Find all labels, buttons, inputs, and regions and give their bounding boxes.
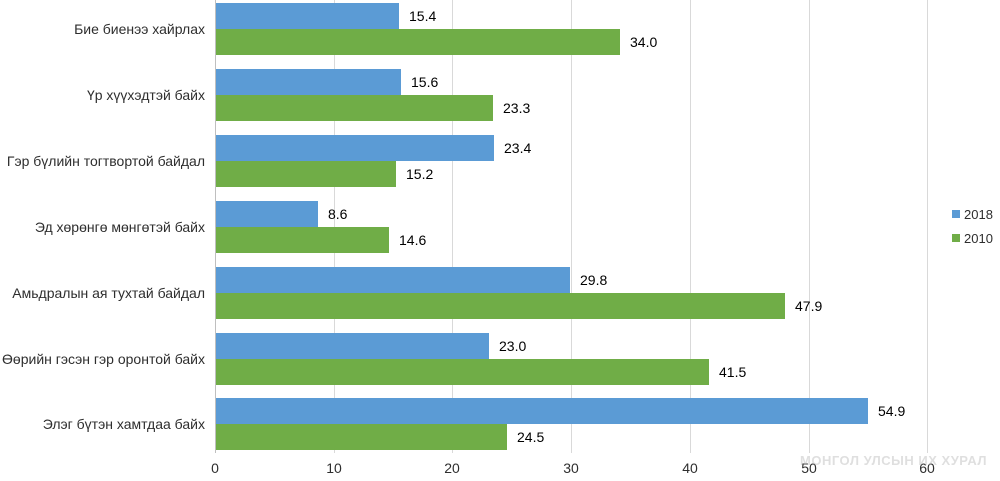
gridline [334, 0, 335, 453]
category-label: Эд хөрөнгө мөнгөтэй байх [34, 219, 205, 235]
x-tick-label: 40 [682, 460, 698, 476]
value-label: 23.4 [504, 140, 532, 156]
x-tick-label: 20 [444, 460, 460, 476]
bar-2018 [216, 3, 399, 29]
bar-2010 [216, 424, 507, 450]
gridline [571, 0, 572, 453]
value-label: 24.5 [517, 429, 545, 445]
bar-2010 [216, 227, 389, 253]
bar-2010 [216, 161, 396, 187]
legend-swatch-icon [952, 234, 960, 242]
bar-2018 [216, 398, 868, 424]
category-label: Гэр бүлийн тогтвортой байдал [6, 153, 205, 169]
x-tick-label: 60 [919, 460, 935, 476]
bar-2010 [216, 293, 785, 319]
watermark: МОНГОЛ УЛСЫН ИХ ХУРАЛ [800, 453, 987, 468]
legend-swatch-icon [952, 210, 960, 218]
bar-2010 [216, 95, 493, 121]
bar-2018 [216, 135, 494, 161]
value-label: 34.0 [630, 34, 658, 50]
value-label: 14.6 [399, 232, 427, 248]
legend-item-2010: 2010 [952, 230, 993, 246]
bar-2018 [216, 267, 570, 293]
legend-item-2018: 2018 [952, 206, 993, 222]
legend-label: 2010 [964, 230, 993, 246]
category-label: Амьдралын ая тухтай байдал [12, 285, 205, 301]
value-label: 23.0 [499, 338, 527, 354]
value-label: 8.6 [328, 206, 348, 222]
category-label: Өөрийн гэсэн гэр оронтой байх [2, 351, 205, 367]
value-label: 29.8 [580, 272, 608, 288]
value-label: 15.4 [409, 8, 437, 24]
x-tick-label: 50 [801, 460, 817, 476]
x-tick-label: 30 [563, 460, 579, 476]
bar-2010 [216, 359, 709, 385]
bar-2010 [216, 29, 620, 55]
value-label: 15.2 [406, 166, 434, 182]
value-label: 15.6 [411, 74, 439, 90]
value-label: 47.9 [795, 298, 823, 314]
value-label: 54.9 [878, 403, 906, 419]
x-tick-label: 0 [211, 460, 219, 476]
value-axis-line [215, 0, 216, 453]
gridline [809, 0, 810, 453]
legend-label: 2018 [964, 206, 993, 222]
bar-2018 [216, 201, 318, 227]
bar-2018 [216, 69, 401, 95]
value-label: 23.3 [503, 100, 531, 116]
bar-2018 [216, 333, 489, 359]
gridline [927, 0, 928, 453]
category-label: Үр хүүхэдтэй байх [86, 87, 205, 103]
legend: 2018 2010 [952, 206, 993, 254]
value-label: 41.5 [719, 364, 747, 380]
gridline [452, 0, 453, 453]
category-label: Элэг бүтэн хамтдаа байх [42, 416, 205, 432]
gridline [690, 0, 691, 453]
x-tick-label: 10 [326, 460, 342, 476]
category-label: Бие биенээ хайрлах [74, 21, 205, 37]
